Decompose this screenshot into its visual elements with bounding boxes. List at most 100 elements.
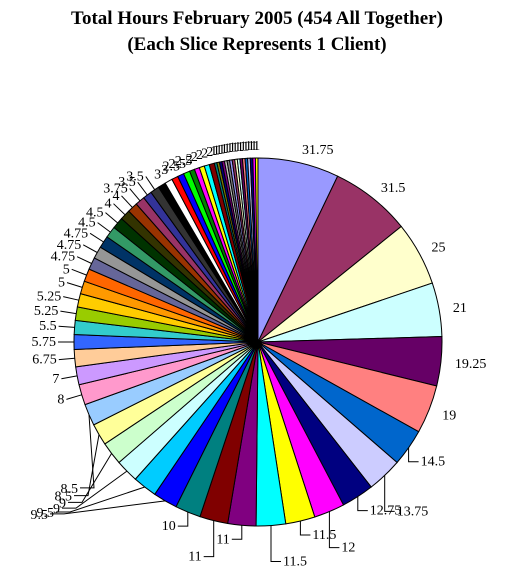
- slice-label: 6.75: [32, 353, 57, 368]
- slice-label: 3.5: [126, 170, 144, 185]
- slice-label: 13.75: [397, 504, 429, 519]
- slice-label: 4.75: [57, 238, 82, 253]
- slice-label: 3: [161, 163, 168, 178]
- leader-line: [203, 520, 215, 558]
- slice-label: 19: [442, 409, 456, 424]
- chart-subtitle: (Each Slice Represents 1 Client): [127, 34, 387, 55]
- slice-label: 1: [224, 142, 231, 157]
- slice-label: 4: [105, 197, 112, 212]
- slice-label: 3.75: [103, 182, 128, 197]
- leader-line: [56, 486, 145, 513]
- leader-line: [58, 325, 75, 328]
- slice-label: 1: [248, 139, 255, 154]
- slice-label: 8: [57, 392, 64, 407]
- leader-line: [82, 244, 98, 253]
- leader-line: [66, 394, 82, 400]
- slice-label: 11.5: [312, 528, 336, 543]
- slice-label: 31.75: [302, 143, 334, 158]
- leader-line: [299, 521, 311, 536]
- slice-label: 2: [196, 148, 203, 163]
- slice-label: 1: [245, 139, 252, 154]
- slice-label: 11: [216, 532, 229, 547]
- slice-label: 1: [216, 143, 223, 158]
- leader-line: [97, 222, 111, 233]
- slice-label: 2.5: [169, 157, 187, 172]
- slice-label: 1: [232, 140, 239, 155]
- slice-label: 9: [53, 502, 60, 517]
- slice-label: 7: [52, 372, 59, 387]
- slice-label: 2: [201, 147, 208, 162]
- leader-line: [62, 470, 128, 509]
- slice-label: 2: [191, 150, 198, 165]
- leader-line: [66, 282, 83, 288]
- leader-line: [231, 525, 243, 540]
- chart-title: Total Hours February 2005 (454 All Toget…: [71, 8, 443, 29]
- slice-label: 11.5: [283, 555, 307, 570]
- slice-label: 25: [432, 241, 446, 256]
- slice-label: 5.5: [39, 319, 57, 334]
- leader-line: [76, 256, 92, 264]
- slice-label: 5.75: [32, 335, 57, 350]
- slice-label: 1: [253, 139, 260, 154]
- slice-label: 3.5: [118, 175, 136, 190]
- slice-label: 1: [221, 142, 228, 157]
- slice-label: 3: [154, 167, 161, 182]
- slice-label: 4.5: [86, 206, 104, 221]
- slice-label: 12.75: [370, 504, 402, 519]
- slice-labels: 31.7531.5252119.251914.513.7512.751211.5…: [31, 139, 487, 570]
- leader-line: [50, 500, 166, 515]
- slice-label: 9: [59, 496, 66, 511]
- slice-label: 2: [186, 152, 193, 167]
- slice-label: 1: [234, 140, 241, 155]
- slice-label: 1: [210, 144, 217, 159]
- slice-label: 12: [341, 541, 355, 556]
- slice-label: 8.5: [61, 482, 79, 497]
- slice-label: 4.75: [51, 250, 76, 265]
- slice-label: 4: [113, 189, 120, 204]
- leader-line: [328, 511, 340, 549]
- leader-line: [58, 357, 75, 361]
- slice-label: 4.5: [78, 216, 96, 231]
- slice-label: 5.25: [34, 304, 59, 319]
- pie-slice: [254, 157, 259, 343]
- slice-label: 5: [58, 276, 65, 291]
- slice-label: 2: [206, 145, 213, 160]
- leader-line: [60, 310, 77, 315]
- leader-line: [408, 447, 419, 463]
- slice-label: 1: [213, 144, 220, 159]
- leader-line: [137, 181, 148, 196]
- leader-line: [357, 496, 368, 512]
- slice-label: 8.5: [55, 490, 73, 505]
- slice-label: 1: [237, 140, 244, 155]
- slice-label: 2.5: [175, 154, 193, 169]
- slice-label: 1: [242, 139, 249, 154]
- slice-label: 10: [162, 519, 176, 534]
- slice-label: 5: [63, 262, 70, 277]
- slice-label: 5.25: [37, 290, 62, 305]
- leader-line: [74, 434, 100, 497]
- slice-label: 31.5: [381, 181, 406, 196]
- slice-label: 1: [218, 143, 225, 158]
- leader-line: [121, 195, 133, 208]
- leader-line: [89, 232, 104, 243]
- leader-line: [61, 375, 78, 380]
- slice-label: 2.5: [162, 160, 180, 175]
- slice-label: 1: [250, 139, 257, 154]
- leader-line: [68, 453, 113, 503]
- leader-line: [270, 525, 281, 562]
- slice-label: 1: [240, 140, 247, 155]
- leader-line: [384, 475, 395, 512]
- chart-title-block: Total Hours February 2005 (454 All Toget…: [0, 6, 514, 58]
- leader-line: [129, 188, 141, 202]
- slice-label: 19.25: [455, 357, 487, 372]
- leader-line: [63, 296, 79, 301]
- pie-slices: [73, 157, 443, 527]
- slice-label: 21: [453, 301, 467, 316]
- slice-label: 1: [229, 141, 236, 156]
- leader-line: [145, 176, 156, 190]
- leader-lines: [50, 176, 419, 562]
- leader-line: [105, 212, 119, 224]
- slice-label: 11: [188, 550, 201, 565]
- slice-label: 14.5: [421, 455, 446, 470]
